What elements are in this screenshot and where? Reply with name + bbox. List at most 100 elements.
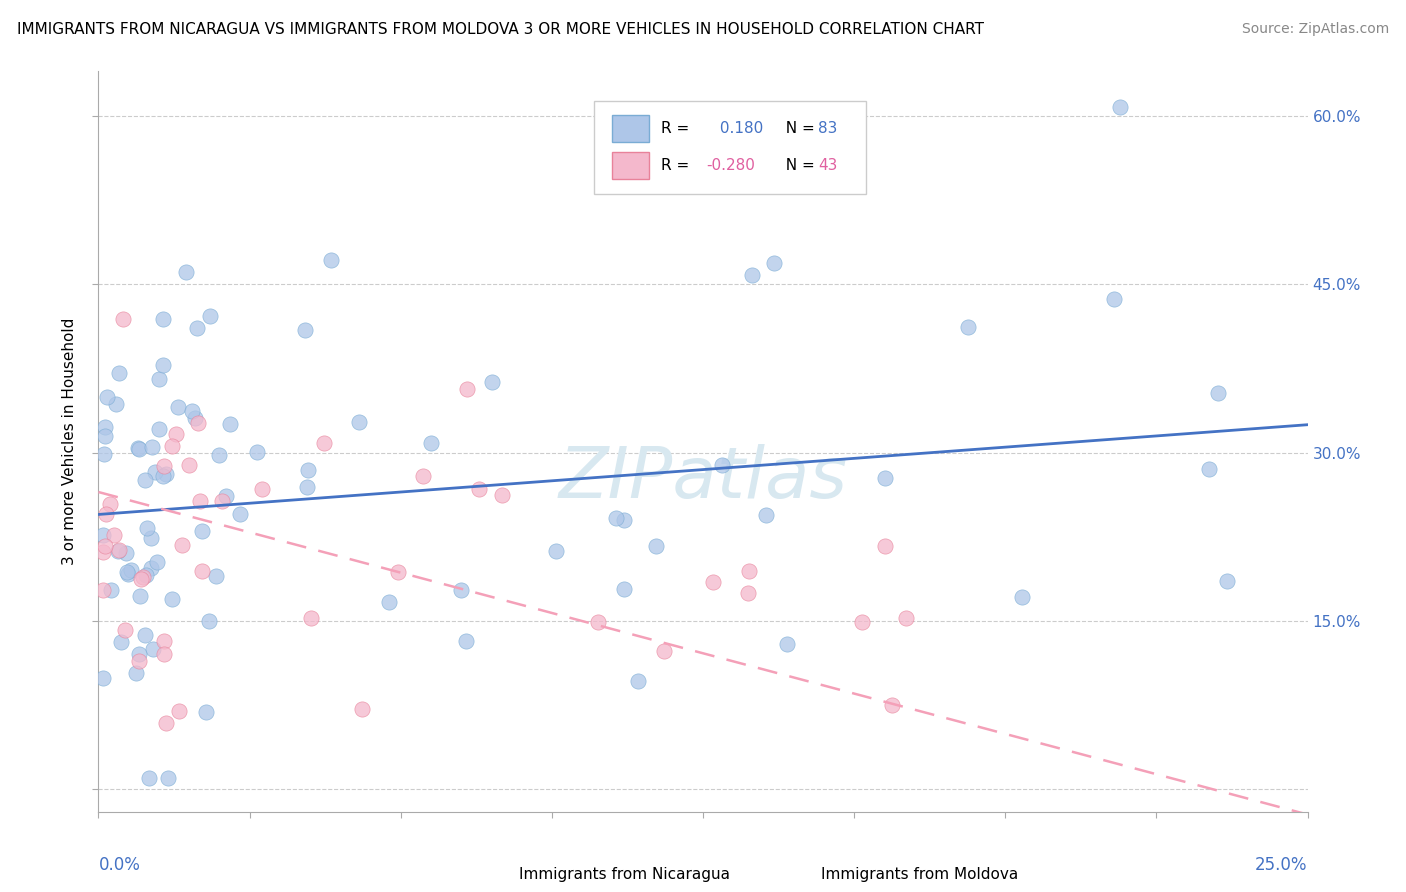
Point: [294, 323, 316, 337]
Point: [94, 540, 117, 554]
Point: [117, 567, 139, 582]
Point: [297, 463, 319, 477]
Point: [613, 513, 636, 527]
Point: [456, 382, 478, 396]
Point: [132, 570, 155, 584]
Point: [152, 469, 174, 483]
Point: [165, 427, 187, 442]
Point: [93, 447, 115, 461]
Point: [135, 521, 157, 535]
Point: [142, 641, 165, 656]
Point: [155, 715, 177, 730]
Point: [134, 628, 156, 642]
Point: [956, 319, 979, 334]
FancyBboxPatch shape: [787, 862, 814, 889]
Point: [349, 416, 371, 430]
FancyBboxPatch shape: [595, 101, 866, 194]
Point: [211, 494, 233, 508]
Point: [162, 591, 184, 606]
Point: [152, 647, 174, 661]
Point: [450, 582, 472, 597]
Point: [737, 586, 759, 600]
Point: [873, 470, 896, 484]
Point: [586, 615, 609, 629]
Text: R =: R =: [661, 121, 693, 136]
Point: [180, 404, 202, 418]
Point: [454, 633, 477, 648]
Point: [148, 422, 170, 436]
Point: [605, 511, 627, 525]
Point: [1109, 100, 1132, 114]
Point: [91, 545, 114, 559]
Point: [138, 771, 160, 785]
Point: [114, 623, 136, 637]
Point: [880, 698, 903, 712]
Point: [627, 673, 650, 688]
Point: [710, 458, 733, 472]
Point: [873, 539, 896, 553]
Point: [613, 582, 636, 596]
Point: [156, 771, 179, 785]
Point: [139, 560, 162, 574]
Point: [419, 436, 441, 450]
Text: R =: R =: [661, 158, 693, 173]
Point: [246, 445, 269, 459]
Point: [143, 465, 166, 479]
FancyBboxPatch shape: [613, 115, 648, 142]
Point: [851, 615, 873, 629]
Point: [139, 531, 162, 545]
Point: [188, 494, 211, 508]
Point: [129, 590, 152, 604]
Point: [297, 480, 319, 494]
Y-axis label: 3 or more Vehicles in Household: 3 or more Vehicles in Household: [62, 318, 77, 566]
Point: [177, 458, 200, 472]
Point: [763, 256, 786, 270]
Point: [652, 643, 675, 657]
Point: [481, 375, 503, 389]
Point: [107, 543, 129, 558]
Point: [174, 265, 197, 279]
Point: [94, 420, 117, 434]
Point: [741, 268, 763, 282]
Text: IMMIGRANTS FROM NICARAGUA VS IMMIGRANTS FROM MOLDOVA 3 OR MORE VEHICLES IN HOUSE: IMMIGRANTS FROM NICARAGUA VS IMMIGRANTS …: [17, 22, 984, 37]
Text: ZIPatlas: ZIPatlas: [558, 444, 848, 513]
Point: [128, 654, 150, 668]
Text: 43: 43: [818, 158, 837, 173]
Point: [172, 538, 194, 552]
Point: [148, 372, 170, 386]
Point: [1102, 293, 1125, 307]
Point: [127, 442, 149, 456]
Text: 25.0%: 25.0%: [1256, 856, 1308, 874]
Point: [186, 321, 208, 335]
Point: [167, 401, 190, 415]
Point: [468, 482, 491, 496]
Text: Source: ZipAtlas.com: Source: ZipAtlas.com: [1241, 22, 1389, 37]
Point: [387, 565, 409, 579]
Point: [153, 459, 176, 474]
Point: [229, 507, 252, 521]
Point: [134, 473, 156, 487]
Point: [114, 546, 136, 560]
Point: [200, 309, 222, 323]
Point: [1216, 574, 1239, 588]
Text: N =: N =: [776, 121, 820, 136]
Point: [896, 611, 918, 625]
Point: [546, 544, 568, 558]
Point: [183, 411, 205, 425]
Point: [219, 417, 242, 432]
Point: [299, 611, 322, 625]
Point: [215, 489, 238, 503]
Point: [776, 637, 799, 651]
Point: [129, 572, 152, 586]
Point: [153, 634, 176, 648]
Point: [103, 528, 125, 542]
Point: [152, 358, 174, 372]
Point: [94, 428, 117, 442]
Point: [108, 366, 131, 380]
Point: [169, 704, 191, 718]
Point: [412, 469, 434, 483]
Point: [1011, 590, 1033, 604]
FancyBboxPatch shape: [613, 152, 648, 178]
Point: [755, 508, 778, 522]
FancyBboxPatch shape: [485, 862, 512, 889]
